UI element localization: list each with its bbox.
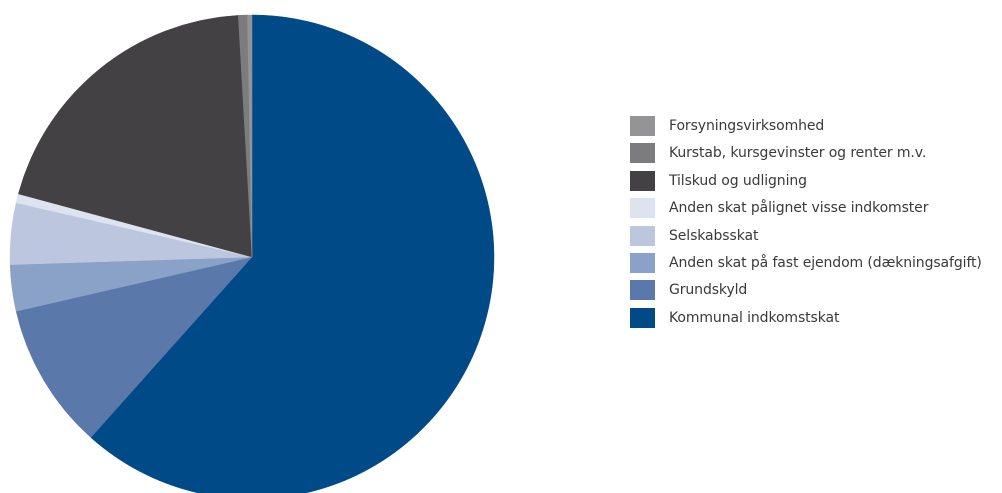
legend-label: Anden skat på fast ejendom (dækningsafgi… [669, 254, 982, 271]
legend-item: Selskabsskat [630, 225, 982, 246]
legend-swatch [630, 225, 655, 246]
pie-slice [15, 256, 253, 438]
pie-slice [18, 15, 253, 258]
legend-item: Tilskud og udligning [630, 170, 982, 191]
legend-item: Kurstab, kursgevinster og renter m.v. [630, 143, 982, 164]
legend-item: Anden skat pålignet visse indkomster [630, 198, 982, 219]
legend-swatch [630, 116, 655, 136]
legend-item: Forsyningsvirksomhed [630, 116, 982, 136]
legend-label: Kurstab, kursgevinster og renter m.v. [669, 145, 927, 162]
legend-label: Forsyningsvirksomhed [669, 118, 825, 134]
legend-item: Grundskyld [630, 280, 982, 301]
legend: Forsyningsvirksomhed Kurstab, kursgevinst… [630, 116, 982, 335]
legend-label: Grundskyld [669, 282, 748, 299]
pie-slice [90, 14, 495, 493]
pie-slice [247, 14, 253, 258]
legend-label: Selskabsskat [669, 227, 759, 244]
legend-label: Kommunal indkomstskat [669, 309, 840, 326]
legend-label: Tilskud og udligning [669, 172, 807, 189]
legend-swatch [630, 280, 655, 301]
legend-item: Anden skat på fast ejendom (dækningsafgi… [630, 252, 982, 273]
legend-swatch [630, 170, 655, 191]
legend-label: Anden skat pålignet visse indkomster [669, 200, 929, 217]
legend-swatch [630, 143, 655, 164]
legend-swatch [630, 252, 655, 273]
legend-swatch [630, 307, 655, 328]
legend-item: Kommunal indkomstskat [630, 307, 982, 328]
legend-swatch [630, 198, 655, 219]
